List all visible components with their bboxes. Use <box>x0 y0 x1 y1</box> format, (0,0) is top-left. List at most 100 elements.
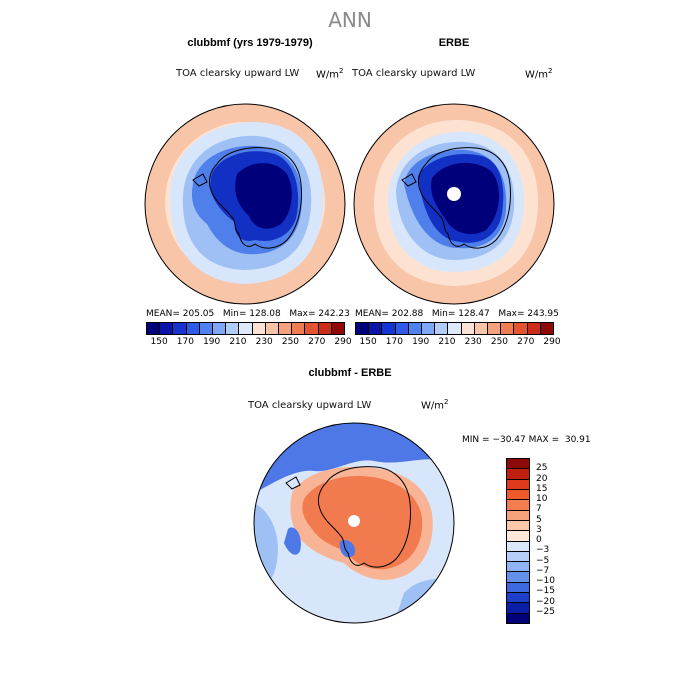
colorbar-swatch <box>331 323 345 334</box>
obs-field-label: TOA clearsky upward LW <box>352 68 476 79</box>
diff-blue-north <box>254 423 454 493</box>
diff-colorbar <box>506 458 530 624</box>
colorbar-tick-label: 150 <box>150 337 168 347</box>
colorbar-swatch <box>507 500 529 511</box>
colorbar-swatch <box>408 323 423 334</box>
colorbar-swatch <box>213 323 227 334</box>
model-units: W/m2 <box>316 67 344 81</box>
colorbar-swatch <box>540 323 554 334</box>
diff-red-region <box>302 475 423 570</box>
colorbar-tick-label: 170 <box>385 337 403 347</box>
colorbar-swatch <box>461 323 475 334</box>
diff-panel-title: clubbmf - ERBE <box>308 367 392 379</box>
colorbar-swatch <box>514 323 528 334</box>
colorbar-swatch <box>507 572 529 583</box>
diff-polar-map <box>253 422 455 624</box>
model-colorbar <box>146 322 345 335</box>
colorbar-tick-label: −20 <box>536 596 555 607</box>
colorbar-tick-label: 190 <box>412 337 430 347</box>
colorbar-swatch <box>507 551 529 563</box>
colorbar-swatch <box>147 323 161 334</box>
colorbar-tick-label: 20 <box>536 473 548 484</box>
colorbar-swatch <box>265 323 280 334</box>
colorbar-tick-label: 10 <box>536 494 548 504</box>
colorbar-tick-label: 270 <box>308 337 326 347</box>
diff-field-label: TOA clearsky upward LW <box>248 400 372 411</box>
colorbar-swatch <box>252 323 266 334</box>
colorbar-tick-label: 230 <box>464 337 482 347</box>
colorbar-tick-label: 250 <box>281 337 300 347</box>
colorbar-swatch <box>507 459 529 470</box>
colorbar-tick-label: 0 <box>536 535 542 545</box>
colorbar-swatch <box>226 323 240 334</box>
obs-units: W/m2 <box>525 67 553 81</box>
colorbar-tick-label: 3 <box>536 524 542 535</box>
colorbar-tick-label: −15 <box>536 586 555 597</box>
colorbar-tick-label: 250 <box>490 337 509 347</box>
colorbar-swatch <box>369 323 383 334</box>
colorbar-tick-label: 210 <box>229 337 247 347</box>
colorbar-tick-label: −7 <box>536 565 550 576</box>
colorbar-swatch <box>507 520 529 532</box>
diff-blue-peninsula <box>284 527 301 555</box>
model-darkest-core <box>235 163 292 229</box>
colorbar-tick-label: 290 <box>334 337 352 347</box>
colorbar-swatch <box>474 323 489 334</box>
model-field-label: TOA clearsky upward LW <box>176 68 300 79</box>
model-stats: MEAN= 205.05 Min= 128.08 Max= 242.23 <box>146 309 350 319</box>
model-colorbar-labels: 150 170 190 210 230 250 270 290 <box>146 337 352 349</box>
colorbar-swatch <box>507 469 529 480</box>
obs-panel-title: ERBE <box>438 37 470 49</box>
colorbar-swatch <box>279 323 293 334</box>
colorbar-tick-label: −5 <box>536 555 550 566</box>
model-coastline <box>192 147 302 249</box>
colorbar-swatch <box>507 603 529 614</box>
diff-polar-hole <box>348 515 360 527</box>
colorbar-swatch <box>448 323 462 334</box>
colorbar-swatch <box>507 582 529 594</box>
colorbar-swatch <box>488 323 502 334</box>
diff-units: W/m2 <box>421 398 449 412</box>
colorbar-tick-label: 230 <box>255 337 273 347</box>
colorbar-tick-label: 290 <box>543 337 561 347</box>
colorbar-swatch <box>507 479 529 490</box>
colorbar-tick-label: 270 <box>517 337 535 347</box>
obs-polar-map <box>353 103 555 305</box>
colorbar-tick-label: −3 <box>536 545 550 556</box>
colorbar-tick-label: 190 <box>203 337 221 347</box>
colorbar-tick-label: 170 <box>176 337 194 347</box>
colorbar-swatch <box>507 510 529 521</box>
colorbar-swatch <box>173 323 187 334</box>
colorbar-tick-label: −25 <box>536 606 555 617</box>
colorbar-tick-label: 15 <box>536 483 548 494</box>
model-polar-map <box>144 103 346 305</box>
colorbar-swatch <box>356 323 370 334</box>
colorbar-swatch <box>507 531 529 542</box>
obs-coastline <box>401 147 511 249</box>
colorbar-swatch <box>507 562 529 573</box>
colorbar-swatch <box>422 323 436 334</box>
diff-coastline <box>285 466 411 568</box>
colorbar-swatch <box>382 323 396 334</box>
obs-colorbar <box>355 322 554 335</box>
colorbar-tick-label: −10 <box>536 576 555 586</box>
model-map-border <box>144 103 346 305</box>
colorbar-swatch <box>501 323 515 334</box>
figure-title: ANN <box>328 8 372 32</box>
obs-polar-hole <box>447 187 461 201</box>
colorbar-tick-label: 7 <box>536 504 542 515</box>
colorbar-tick-label: 210 <box>438 337 456 347</box>
diff-stats: MIN = −30.47 MAX = 30.91 <box>462 435 591 445</box>
obs-colorbar-labels: 150 170 190 210 230 250 270 290 <box>355 337 561 349</box>
colorbar-swatch <box>199 323 214 334</box>
obs-map-border <box>353 103 555 305</box>
colorbar-swatch <box>318 323 332 334</box>
colorbar-swatch <box>239 323 253 334</box>
colorbar-swatch <box>186 323 200 334</box>
colorbar-swatch <box>395 323 409 334</box>
colorbar-swatch <box>435 323 449 334</box>
model-panel-title: clubbmf (yrs 1979-1979) <box>187 37 313 49</box>
obs-stats: MEAN= 202.88 Min= 128.47 Max= 243.95 <box>355 309 559 319</box>
diff-colorbar-labels: 25 20 15 10 7 5 3 0 −3 −5 −7 −10 −15 −20 −25 <box>536 458 576 622</box>
colorbar-swatch <box>507 541 529 552</box>
